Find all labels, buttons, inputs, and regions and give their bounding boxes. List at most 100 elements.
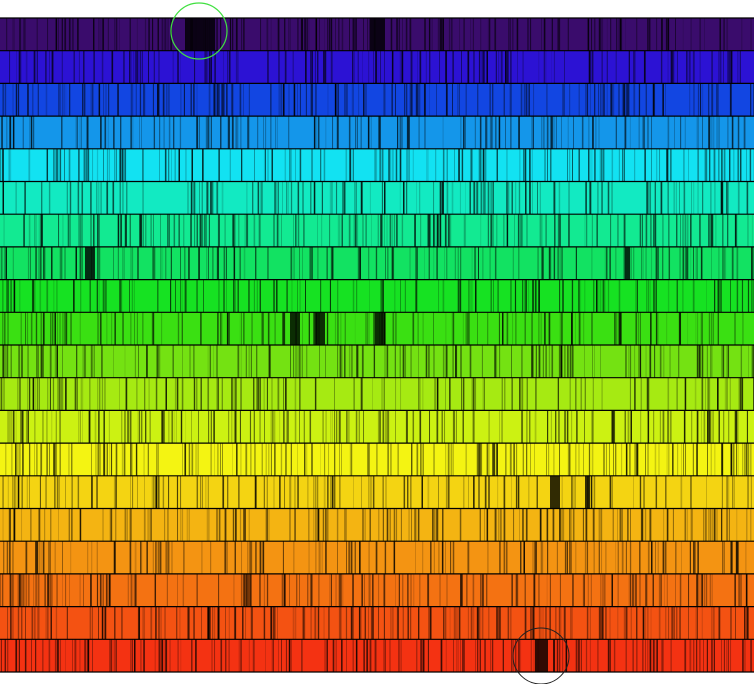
absorption-line (645, 573, 647, 607)
absorption-line (135, 443, 137, 476)
absorption-line (726, 18, 729, 51)
absorption-line (465, 443, 468, 476)
absorption-line (236, 443, 238, 476)
absorption-line (421, 475, 423, 509)
absorption-line (265, 148, 266, 182)
absorption-line (711, 214, 713, 247)
absorption-line (547, 148, 548, 182)
absorption-line (473, 181, 476, 215)
absorption-line (415, 508, 417, 542)
absorption-line (392, 246, 394, 280)
absorption-line (140, 639, 142, 672)
absorption-line (687, 508, 689, 542)
absorption-line (86, 639, 88, 672)
absorption-line (589, 181, 591, 215)
absorption-line (284, 50, 287, 84)
absorption-line (669, 345, 671, 378)
absorption-line (194, 50, 196, 84)
absorption-line (210, 50, 212, 84)
absorption-line (442, 181, 444, 215)
absorption-line (372, 606, 374, 640)
absorption-line (221, 377, 223, 411)
absorption-line (217, 345, 218, 378)
absorption-line (141, 214, 143, 247)
absorption-line (339, 606, 342, 640)
absorption-line (501, 377, 503, 411)
absorption-line (463, 214, 465, 247)
absorption-line (447, 475, 450, 509)
absorption-line (498, 312, 500, 345)
absorption-line (558, 181, 561, 215)
absorption-line (302, 606, 305, 640)
absorption-line (722, 345, 725, 378)
absorption-line (562, 83, 564, 117)
absorption-line (684, 508, 686, 542)
absorption-line (369, 573, 371, 607)
absorption-line (497, 475, 499, 509)
absorption-line (270, 443, 272, 476)
absorption-line (572, 573, 574, 607)
absorption-line (129, 541, 132, 574)
absorption-line (142, 148, 144, 182)
absorption-line (620, 312, 622, 345)
absorption-line (6, 18, 8, 51)
absorption-line (124, 345, 126, 378)
absorption-line (711, 639, 713, 672)
absorption-line (259, 541, 262, 574)
absorption-line (61, 246, 63, 280)
absorption-line (518, 116, 520, 149)
absorption-line (452, 50, 455, 84)
absorption-line (42, 345, 44, 378)
absorption-line (451, 312, 454, 345)
absorption-line (59, 443, 61, 476)
absorption-line (429, 18, 431, 51)
absorption-line (218, 83, 220, 117)
absorption-line (137, 246, 138, 280)
absorption-line (12, 573, 14, 607)
absorption-line (450, 443, 452, 476)
absorption-line (572, 508, 575, 542)
absorption-line (684, 214, 687, 247)
absorption-line (651, 116, 653, 149)
absorption-line (244, 214, 246, 247)
absorption-line (625, 18, 627, 51)
absorption-line (2, 279, 4, 313)
absorption-line (15, 639, 18, 672)
absorption-line (1, 116, 3, 149)
absorption-line (97, 377, 98, 411)
absorption-line (330, 410, 332, 444)
absorption-line (688, 148, 689, 182)
absorption-line (585, 181, 587, 215)
absorption-line (384, 181, 386, 215)
absorption-line (424, 83, 426, 117)
absorption-line (484, 508, 485, 542)
absorption-line (84, 345, 86, 378)
absorption-line (360, 606, 362, 640)
absorption-line (610, 18, 612, 51)
absorption-line (530, 639, 532, 672)
absorption-line (250, 345, 252, 378)
absorption-line (105, 83, 107, 117)
absorption-line (2, 83, 4, 117)
absorption-line (587, 18, 590, 51)
absorption-line (419, 83, 421, 117)
absorption-line (489, 83, 491, 117)
absorption-line (600, 345, 601, 378)
absorption-line (692, 443, 694, 476)
absorption-line (575, 639, 578, 672)
absorption-line (730, 541, 732, 574)
absorption-line (151, 312, 153, 345)
absorption-line (218, 508, 221, 542)
absorption-line (693, 541, 695, 574)
absorption-line (645, 443, 646, 476)
absorption-line (108, 410, 110, 444)
highlight-circle (512, 627, 570, 684)
absorption-line (655, 475, 658, 509)
absorption-line (566, 410, 569, 444)
absorption-line (323, 475, 326, 509)
absorption-line (324, 639, 326, 672)
absorption-line (415, 279, 418, 313)
absorption-line (321, 181, 323, 215)
absorption-line (563, 83, 565, 117)
absorption-line (389, 508, 391, 542)
